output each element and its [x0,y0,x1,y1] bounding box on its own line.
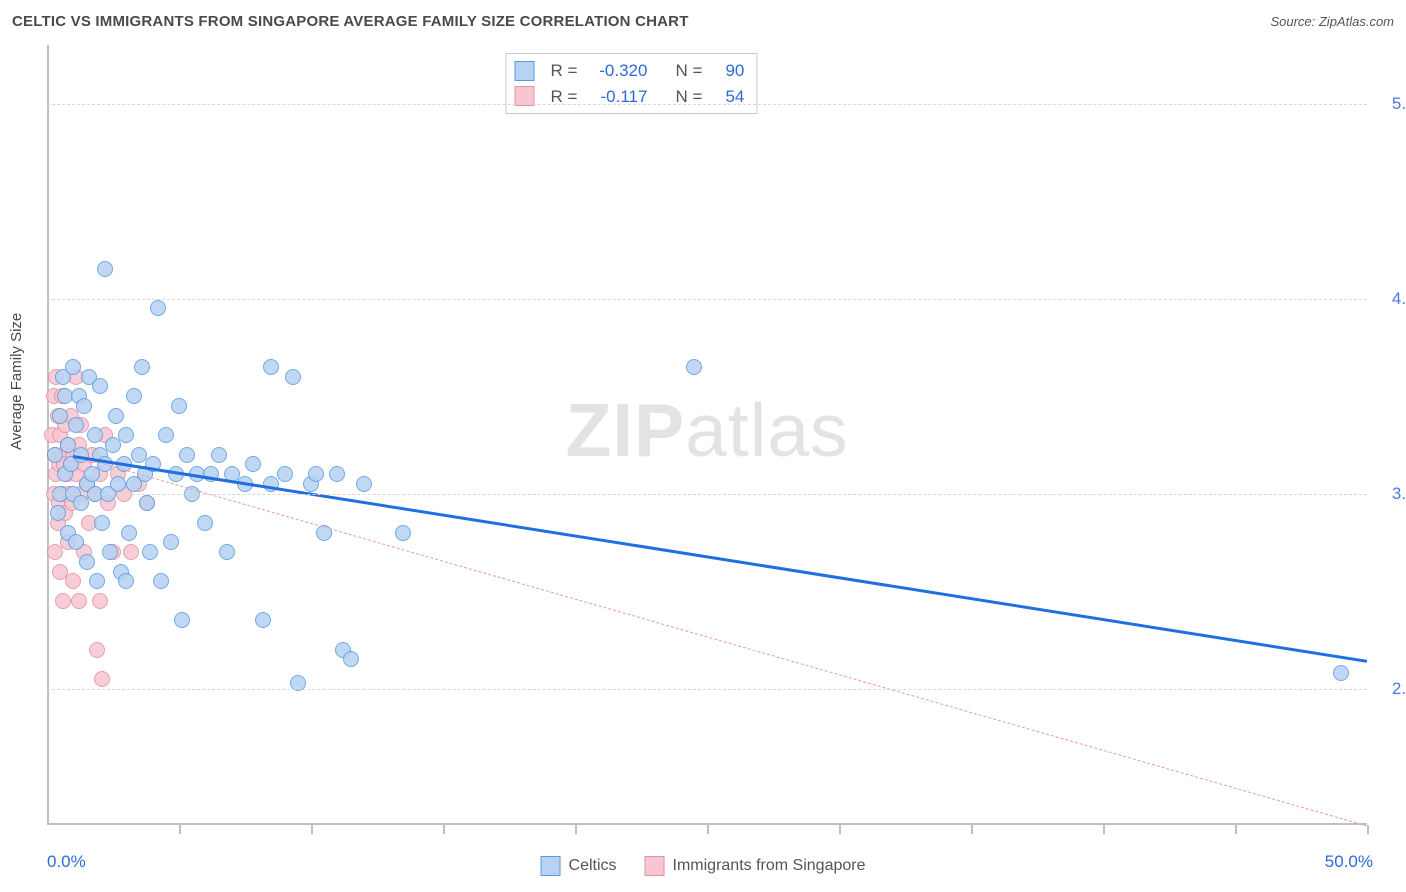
data-point-celtics [150,300,166,316]
data-point-celtics [89,573,105,589]
data-point-immigrants [92,593,108,609]
data-point-celtics [197,515,213,531]
data-point-immigrants [65,573,81,589]
data-point-celtics [102,544,118,560]
x-tick [971,825,973,834]
gridline [47,494,1367,495]
data-point-celtics [142,544,158,560]
data-point-immigrants [89,642,105,658]
regression-line-immigrants [60,451,1367,826]
data-point-celtics [308,466,324,482]
data-point-celtics [79,554,95,570]
source-label: Source: ZipAtlas.com [1270,14,1394,29]
gridline [47,299,1367,300]
x-tick [1103,825,1105,834]
data-point-celtics [343,651,359,667]
data-point-celtics [211,447,227,463]
data-point-celtics [126,388,142,404]
gridline [47,104,1367,105]
data-point-celtics [121,525,137,541]
data-point-celtics [163,534,179,550]
data-point-celtics [110,476,126,492]
data-point-immigrants [71,593,87,609]
data-point-celtics [245,456,261,472]
data-point-celtics [171,398,187,414]
chart-title: CELTIC VS IMMIGRANTS FROM SINGAPORE AVER… [12,13,689,30]
x-tick [1235,825,1237,834]
legend-item-celtics: Celtics [541,856,617,876]
x-tick [707,825,709,834]
data-point-celtics [87,427,103,443]
data-point-celtics [68,417,84,433]
data-point-celtics [134,359,150,375]
plot-layer [47,45,1367,825]
data-point-immigrants [94,671,110,687]
data-point-celtics [174,612,190,628]
x-tick [311,825,313,834]
data-point-celtics [65,359,81,375]
data-point-celtics [255,612,271,628]
data-point-celtics [686,359,702,375]
swatch-celtics [541,856,561,876]
data-point-celtics [179,447,195,463]
bottom-legend: Celtics Immigrants from Singapore [541,856,866,876]
x-tick [179,825,181,834]
data-point-celtics [118,573,134,589]
data-point-celtics [76,398,92,414]
data-point-immigrants [123,544,139,560]
y-axis-label: Average Family Size [8,313,25,450]
data-point-celtics [97,261,113,277]
data-point-celtics [158,427,174,443]
data-point-celtics [118,427,134,443]
data-point-celtics [139,495,155,511]
x-min-label: 0.0% [47,852,86,872]
y-tick-label: 4.00 [1375,289,1406,309]
data-point-celtics [153,573,169,589]
data-point-celtics [395,525,411,541]
data-point-celtics [92,378,108,394]
gridline [47,689,1367,690]
data-point-celtics [219,544,235,560]
data-point-celtics [285,369,301,385]
regression-line-celtics [73,455,1367,663]
swatch-immigrants [645,856,665,876]
data-point-celtics [356,476,372,492]
y-tick-label: 2.00 [1375,679,1406,699]
legend-item-immigrants: Immigrants from Singapore [645,856,866,876]
chart-area: ZIPatlas R =-0.320N =90R =-0.117N =54 2.… [47,45,1367,825]
legend-label: Immigrants from Singapore [673,857,866,874]
x-tick [443,825,445,834]
x-tick [839,825,841,834]
data-point-celtics [1333,665,1349,681]
data-point-celtics [277,466,293,482]
x-tick [575,825,577,834]
data-point-celtics [52,408,68,424]
data-point-celtics [329,466,345,482]
y-tick-label: 3.00 [1375,484,1406,504]
legend-label: Celtics [569,857,617,874]
x-max-label: 50.0% [1325,852,1373,872]
data-point-celtics [68,534,84,550]
x-tick [1367,825,1369,834]
y-tick-label: 5.00 [1375,94,1406,114]
data-point-celtics [263,359,279,375]
data-point-immigrants [55,593,71,609]
data-point-celtics [50,505,66,521]
data-point-celtics [94,515,110,531]
data-point-celtics [108,408,124,424]
